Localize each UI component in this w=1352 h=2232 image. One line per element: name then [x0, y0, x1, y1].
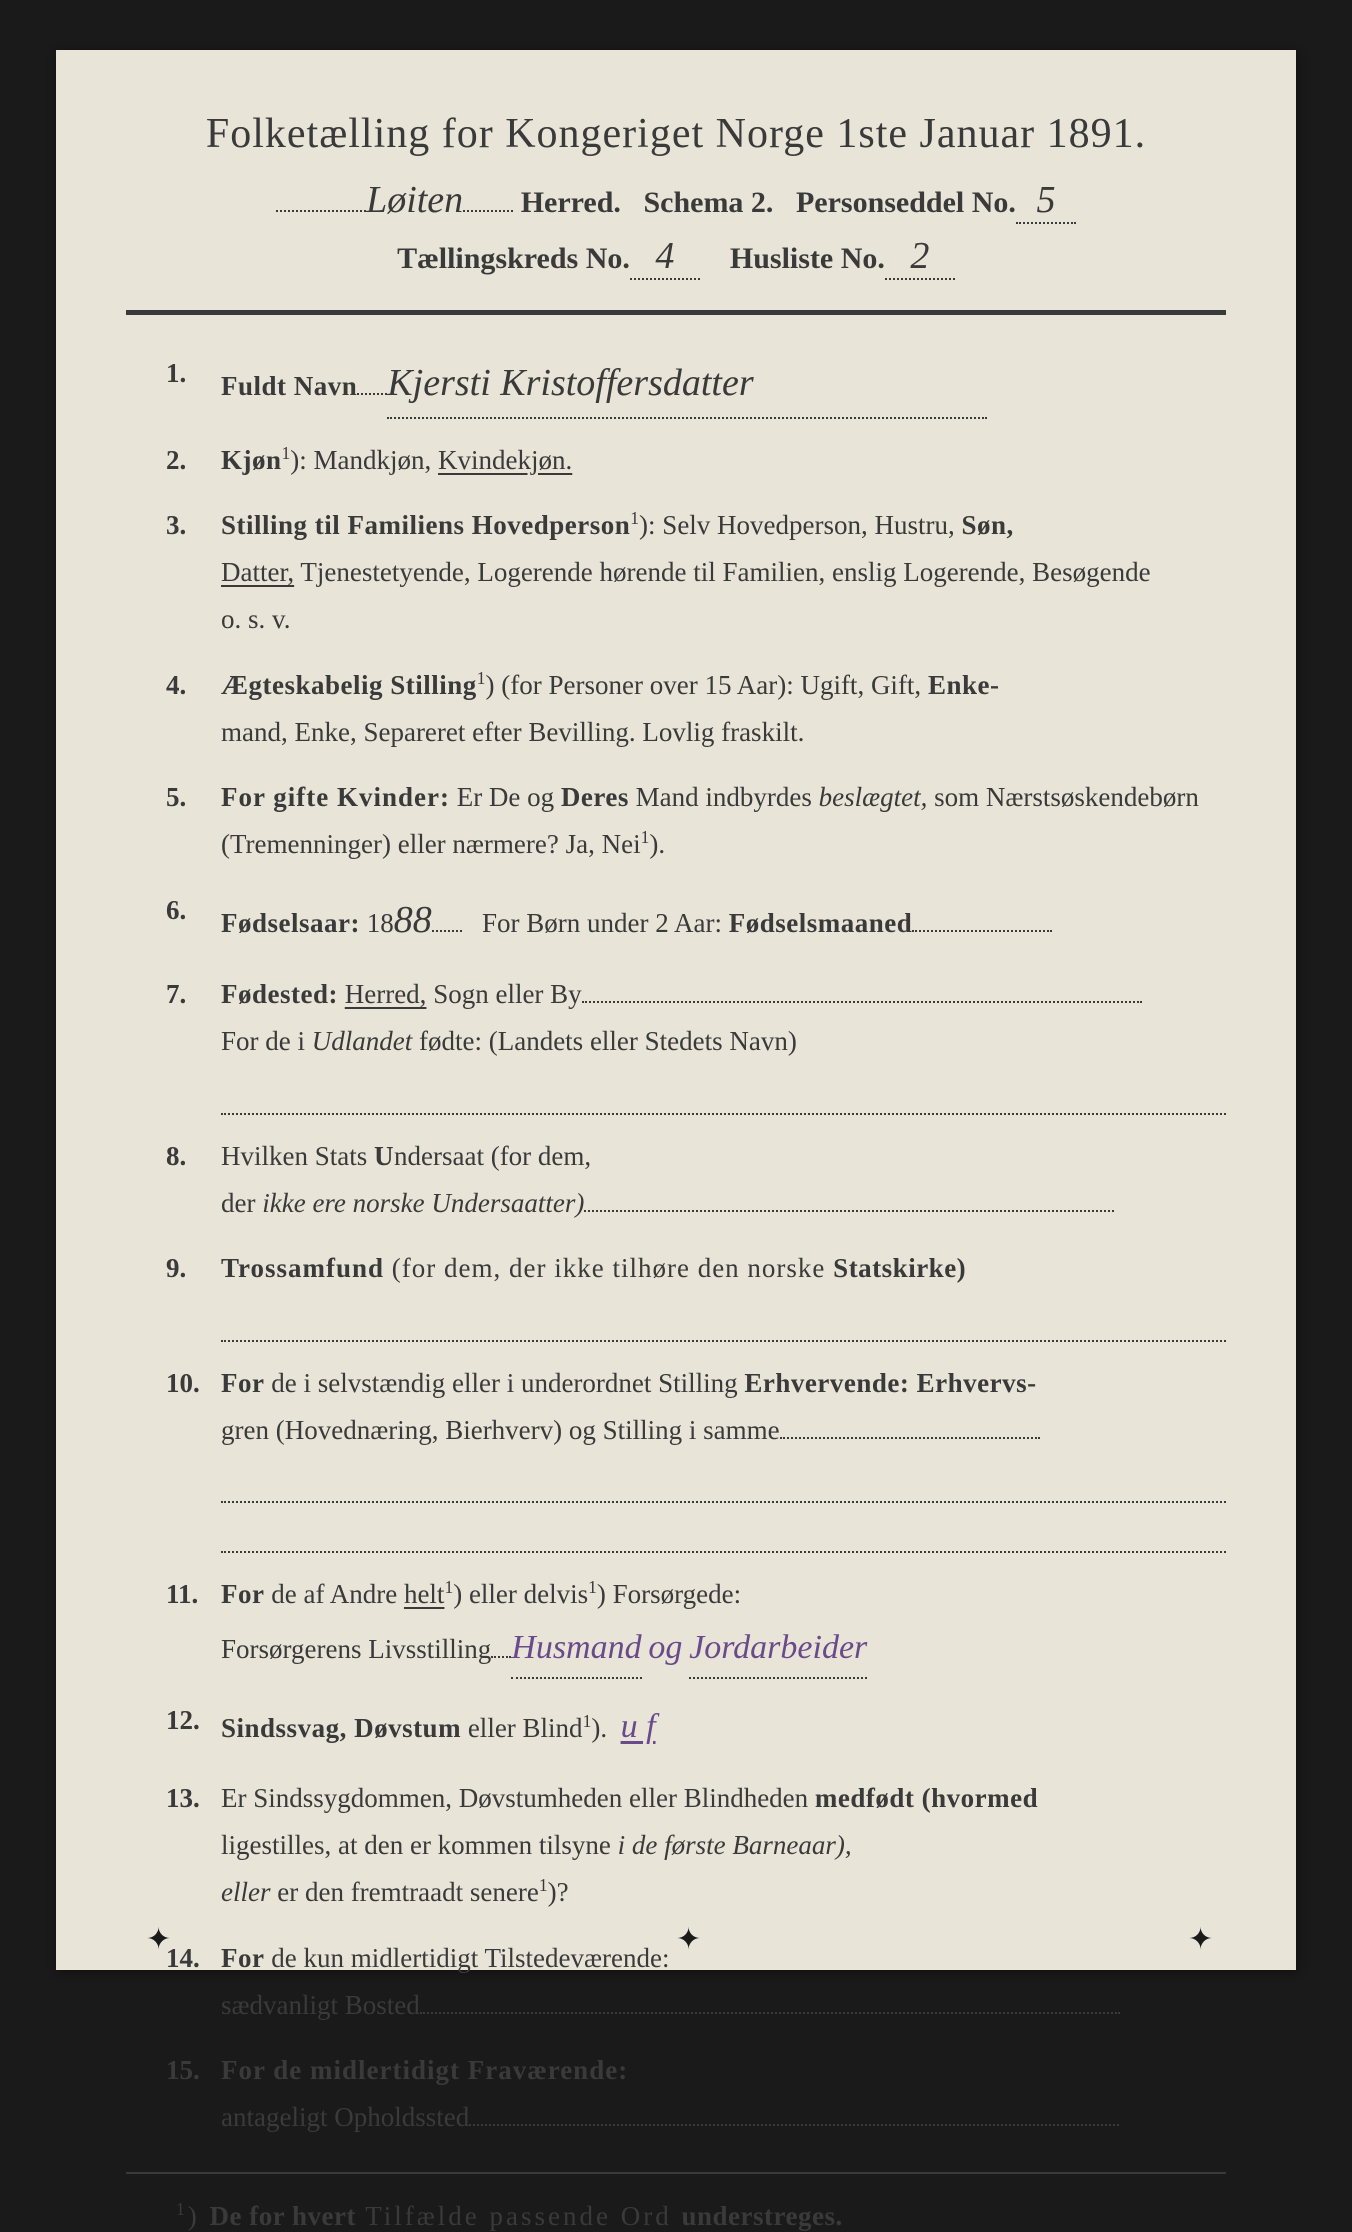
footer-divider — [126, 2172, 1226, 2174]
item-num-7: 7. — [166, 971, 221, 1115]
q1-label: Fuldt Navn — [221, 371, 357, 401]
q3-label: Stilling til Familiens Hovedperson — [221, 510, 630, 540]
q12-label: Sindssvag, Døvstum — [221, 1713, 461, 1743]
item-13: 13. Er Sindssygdommen, Døvstumheden elle… — [166, 1775, 1226, 1917]
item-num-6: 6. — [166, 887, 221, 954]
header-divider — [126, 310, 1226, 315]
item-num-8: 8. — [166, 1133, 221, 1228]
item-7: 7. Fødested: Herred, Sogn eller By For d… — [166, 971, 1226, 1115]
q6-label: Fødselsaar: — [221, 908, 360, 938]
item-num-5: 5. — [166, 774, 221, 869]
item-12: 12. Sindssvag, Døvstum eller Blind1). u … — [166, 1697, 1226, 1757]
item-6: 6. Fødselsaar: 1888 For Børn under 2 Aar… — [166, 887, 1226, 954]
q4-label: Ægteskabelig Stilling — [221, 670, 477, 700]
q11-hand2: Jordarbeider — [689, 1618, 867, 1680]
q6-year: 88 — [394, 899, 432, 941]
item-8: 8. Hvilken Stats Undersaat (for dem, der… — [166, 1133, 1226, 1228]
item-num-4: 4. — [166, 662, 221, 757]
q5-label: For gifte Kvinder: — [221, 782, 450, 812]
q9-label: Trossamfund — [221, 1253, 384, 1283]
herred-label: Herred. — [521, 186, 621, 219]
q2-opt2: Kvindekjøn. — [438, 445, 572, 475]
q2-label: Kjøn — [221, 445, 282, 475]
item-num-3: 3. — [166, 502, 221, 644]
item-5: 5. For gifte Kvinder: Er De og Deres Man… — [166, 774, 1226, 869]
item-num-9: 9. — [166, 1245, 221, 1341]
q7-label: Fødested: — [221, 979, 338, 1009]
punch-hole-icon: ✦ — [146, 1922, 164, 1940]
husliste-no: 2 — [885, 234, 955, 280]
item-num-11: 11. — [166, 1571, 221, 1680]
header-line-1: Løiten Herred. Schema 2. Personseddel No… — [126, 178, 1226, 224]
husliste-label: Husliste No. — [730, 242, 885, 275]
item-num-15: 15. — [166, 2047, 221, 2142]
form-items: 1. Fuldt Navn Kjersti Kristoffersdatter 2… — [126, 350, 1226, 2142]
item-11: 11. For de af Andre helt1) eller delvis1… — [166, 1571, 1226, 1680]
q1-value: Kjersti Kristoffersdatter — [387, 350, 987, 419]
item-9: 9. Trossamfund (for dem, der ikke tilhør… — [166, 1245, 1226, 1341]
q2-opt1: Mandkjøn, — [314, 445, 432, 475]
schema-label: Schema 2. — [643, 186, 773, 219]
item-10: 10. For de i selvstændig eller i underor… — [166, 1360, 1226, 1553]
kreds-no: 4 — [630, 234, 700, 280]
q12-hand: u f — [621, 1708, 656, 1745]
item-num-1: 1. — [166, 350, 221, 419]
item-num-2: 2. — [166, 437, 221, 484]
item-num-12: 12. — [166, 1697, 221, 1757]
item-num-14: 14. — [166, 1935, 221, 2030]
kreds-label: Tællingskreds No. — [397, 242, 630, 275]
page-title: Folketælling for Kongeriget Norge 1ste J… — [126, 110, 1226, 158]
item-4: 4. Ægteskabelig Stilling1) (for Personer… — [166, 662, 1226, 757]
herred-handwritten: Løiten — [366, 179, 463, 221]
punch-hole-icon: ✦ — [676, 1922, 694, 1940]
item-15: 15. For de midlertidigt Fraværende: anta… — [166, 2047, 1226, 2142]
item-2: 2. Kjøn1): Mandkjøn, Kvindekjøn. — [166, 437, 1226, 484]
personseddel-label: Personseddel No. — [796, 186, 1016, 219]
item-1: 1. Fuldt Navn Kjersti Kristoffersdatter — [166, 350, 1226, 419]
q7-underlined: Herred, — [345, 979, 427, 1009]
item-3: 3. Stilling til Familiens Hovedperson1):… — [166, 502, 1226, 644]
census-form-page: Folketælling for Kongeriget Norge 1ste J… — [56, 50, 1296, 1970]
punch-hole-icon: ✦ — [1188, 1922, 1206, 1940]
item-num-13: 13. — [166, 1775, 221, 1917]
header-line-2: Tællingskreds No.4 Husliste No.2 — [126, 234, 1226, 280]
q3-underlined: Datter, — [221, 557, 294, 587]
q11-hand1: Husmand — [511, 1618, 641, 1680]
item-num-10: 10. — [166, 1360, 221, 1553]
personseddel-no: 5 — [1016, 178, 1076, 224]
footnote: 1) De for hvert Tilfælde passende Ord un… — [126, 2199, 1226, 2232]
